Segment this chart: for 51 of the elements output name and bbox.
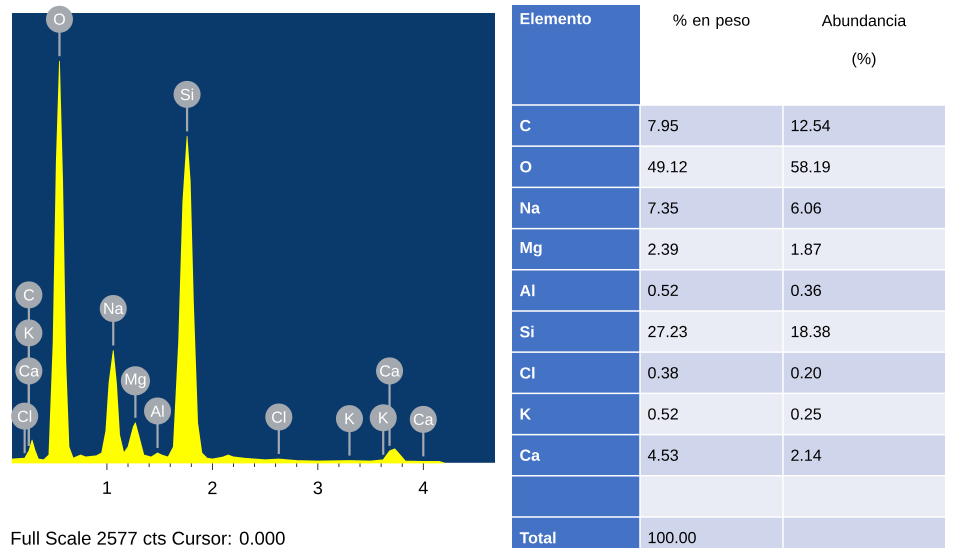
text: 18.38 xyxy=(792,326,830,338)
text: Elemento xyxy=(520,12,591,24)
category-label: K xyxy=(520,408,531,420)
text: 12.54 xyxy=(792,120,830,132)
text: 7.95 xyxy=(648,120,678,132)
annotation: Cl xyxy=(18,410,32,422)
annotation: Na xyxy=(104,302,124,314)
annotation: Ca xyxy=(380,365,400,377)
annotation: C xyxy=(24,289,34,301)
annotation: Cl xyxy=(272,411,286,423)
x-tick-label: 4 xyxy=(418,482,428,494)
text: 0.20 xyxy=(791,367,822,378)
text: % en peso xyxy=(673,14,750,29)
category-label: Mg xyxy=(520,242,542,256)
category-label: O xyxy=(520,161,532,172)
category-label: Ca xyxy=(520,450,540,461)
annotation: O xyxy=(54,14,65,25)
annotation: K xyxy=(24,327,34,338)
text: 0.52 xyxy=(648,284,678,296)
category-label: Al xyxy=(520,284,534,296)
text: 100.00 xyxy=(648,532,696,544)
text: 58.19 xyxy=(791,161,830,172)
text: Abundancia (%) xyxy=(822,14,906,68)
annotation: Mg xyxy=(126,374,146,388)
text: 0.38 xyxy=(648,367,678,378)
text: 1.87 xyxy=(792,244,821,255)
category-label: C xyxy=(520,120,531,132)
x-tick-label: 3 xyxy=(314,482,322,494)
text: 6.06 xyxy=(791,202,821,214)
text: 49.12 xyxy=(648,161,687,172)
text: 27.23 xyxy=(648,326,687,338)
text: 2.39 xyxy=(648,244,678,255)
annotation: Ca xyxy=(19,365,40,377)
category-label: Total xyxy=(520,532,556,544)
x-tick-label: 1 xyxy=(103,482,112,494)
text: 0.52 xyxy=(648,408,678,420)
annotation: Ca xyxy=(414,414,434,426)
category-label: Si xyxy=(520,326,534,338)
text: 0.36 xyxy=(791,284,821,296)
annotation: K xyxy=(379,412,388,424)
text: 4.53 xyxy=(648,450,678,461)
text: 7.35 xyxy=(648,202,678,214)
annotation: Si xyxy=(180,88,194,100)
text: 0.25 xyxy=(791,408,821,420)
category-label: Cl xyxy=(520,366,534,379)
text: Full Scale 2577 cts Cursor: 0.000 xyxy=(12,531,285,545)
annotation: K xyxy=(345,413,355,424)
category-label: Na xyxy=(520,202,540,214)
text: 2.14 xyxy=(791,450,822,461)
x-tick-label: 2 xyxy=(208,482,216,494)
annotation: Al xyxy=(150,405,164,417)
